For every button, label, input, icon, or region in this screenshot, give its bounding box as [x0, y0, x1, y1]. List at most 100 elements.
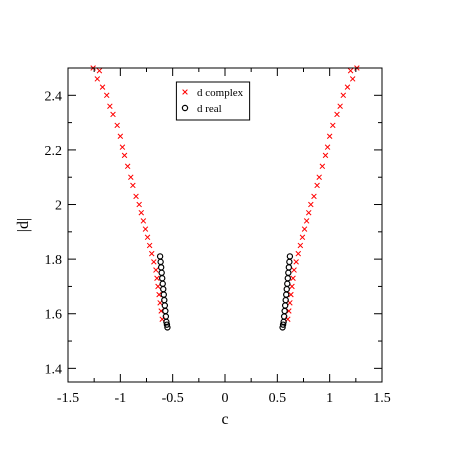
complex-point [326, 133, 333, 140]
x-tick-label: 1.5 [373, 391, 391, 406]
real-point [284, 275, 291, 282]
real-point [283, 285, 290, 293]
legend-marker-complex [182, 89, 188, 95]
legend-label: d complex [197, 87, 244, 99]
plot-marks [90, 65, 360, 331]
complex-point [121, 152, 128, 159]
x-tick-label: 0.5 [269, 391, 287, 406]
complex-point [133, 193, 139, 200]
complex-point [324, 144, 331, 150]
complex-point [303, 218, 310, 224]
complex-point [349, 76, 356, 82]
real-point [164, 324, 171, 331]
real-point [281, 302, 289, 309]
legend-box [175, 81, 251, 121]
real-point [281, 307, 288, 315]
complex-point [290, 275, 296, 281]
complex-point [153, 267, 159, 273]
real-point [286, 253, 294, 260]
x-axis-label: c [221, 411, 228, 428]
real-point [163, 321, 171, 328]
x-tick-label: -1 [114, 391, 126, 406]
y-tick-label: 2.2 [45, 144, 63, 159]
complex-point [299, 234, 306, 241]
real-point [285, 269, 292, 276]
complex-point [330, 122, 336, 129]
real-point [157, 264, 165, 271]
real-point [157, 258, 164, 266]
complex-point [146, 242, 153, 249]
complex-point [305, 209, 312, 216]
real-point [158, 269, 165, 276]
complex-point [344, 84, 351, 90]
y-axis-label: |d| [15, 218, 32, 232]
y-tick-label: 1.4 [45, 362, 63, 377]
complex-point [144, 234, 151, 241]
complex-point [148, 250, 155, 257]
complex-point [319, 163, 326, 170]
plot-frame [67, 67, 383, 383]
real-point [160, 285, 167, 293]
real-point [161, 302, 169, 309]
x-tick-label: 0 [222, 391, 229, 406]
y-tick-label: 2 [55, 199, 62, 214]
real-point [280, 313, 288, 320]
real-point [162, 307, 169, 315]
real-point [159, 280, 166, 287]
real-point [160, 291, 167, 298]
real-point [162, 313, 170, 320]
complex-point [138, 209, 145, 216]
x-tick-label: -0.5 [162, 391, 184, 406]
complex-point [295, 250, 302, 257]
complex-point [99, 84, 106, 90]
complex-point [301, 226, 308, 232]
axis-ticks: -1.5 -1 -0.5 0 0.5 1 1.5 1.4 1.6 1.8 2 2.2 2.4 [45, 68, 391, 406]
complex-point [119, 144, 126, 150]
complex-point [293, 259, 299, 265]
complex-point [311, 193, 317, 200]
complex-point [322, 152, 329, 159]
complex-point [140, 218, 147, 224]
complex-point [117, 133, 124, 140]
series-d-real [156, 253, 294, 331]
x-tick-label: 1 [326, 391, 333, 406]
complex-point [314, 182, 320, 189]
y-tick-label: 1.6 [45, 308, 63, 323]
complex-point [334, 111, 340, 118]
real-point [279, 324, 286, 331]
legend-marker-real [181, 104, 189, 112]
complex-point [128, 174, 134, 180]
complex-point [142, 226, 149, 232]
complex-point [288, 291, 294, 298]
legend-label: d real [197, 103, 222, 115]
series-d-complex [90, 65, 360, 322]
complex-point [103, 92, 110, 99]
complex-point [154, 275, 160, 281]
complex-point [136, 201, 142, 208]
complex-point [94, 76, 101, 82]
complex-point [289, 283, 295, 290]
real-point [285, 264, 293, 271]
real-point [161, 296, 168, 304]
complex-point [316, 174, 322, 180]
complex-point [337, 103, 343, 109]
legend: d complex d real [175, 81, 251, 121]
real-point [156, 253, 164, 260]
complex-point [347, 67, 354, 74]
complex-point [291, 267, 297, 273]
complex-point [124, 163, 131, 170]
x-tick-label: -1.5 [57, 391, 79, 406]
complex-point [151, 259, 157, 265]
complex-point [340, 92, 347, 99]
real-point [286, 258, 293, 266]
y-tick-label: 2.4 [45, 89, 63, 104]
real-point [283, 291, 290, 298]
real-point [282, 296, 289, 304]
complex-point [107, 103, 113, 109]
real-point [158, 275, 166, 282]
complex-point [96, 67, 103, 74]
complex-point [155, 283, 161, 290]
complex-point [114, 122, 120, 129]
complex-point [308, 201, 314, 208]
